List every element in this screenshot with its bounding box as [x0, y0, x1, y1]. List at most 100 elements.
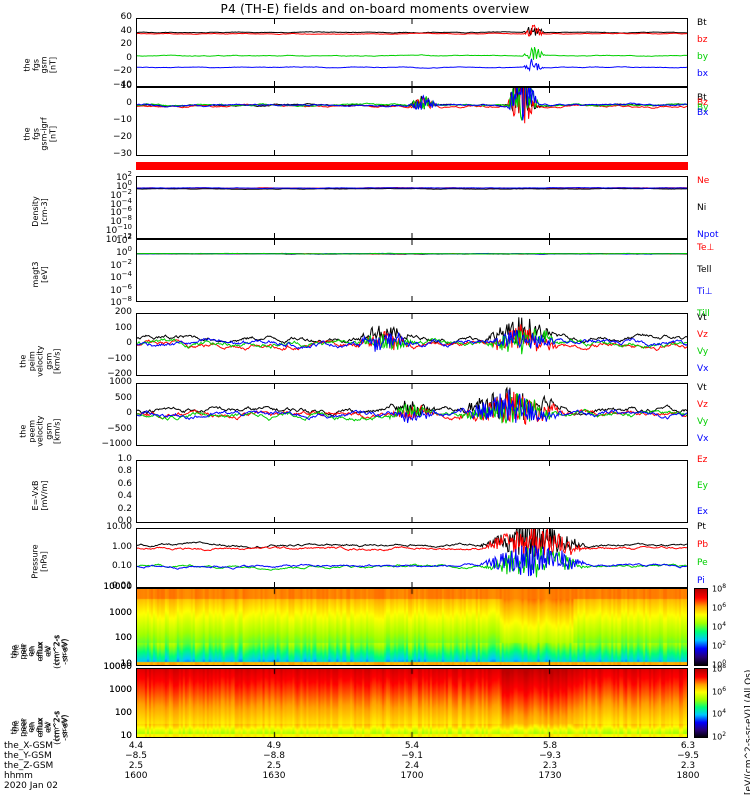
y-tick-label: 10000 — [103, 662, 132, 672]
legend-item-vz: Vz — [697, 330, 708, 340]
y-tick-label: 102 — [116, 233, 132, 246]
colorbar-tick-label: 108 — [712, 583, 727, 594]
y-tick-label: 100 — [114, 708, 132, 718]
x-axis-tick-value: −9.1 — [401, 751, 423, 761]
x-axis-tick-value: 2.3 — [680, 761, 696, 771]
y-tick-label: 100 — [116, 178, 132, 192]
x-axis-tick-value: 6.3 — [680, 741, 696, 751]
y-tick-label: −30 — [113, 149, 132, 159]
trace-pe — [137, 546, 687, 578]
y-tick-label: 0.01 — [111, 581, 132, 591]
y-tick-label: 10000 — [103, 582, 132, 592]
legend-item-te: Te⊥ — [697, 243, 715, 253]
trace-bt — [137, 26, 687, 36]
trace-npot — [137, 186, 687, 189]
legend-item-pt: Pt — [697, 522, 706, 532]
x-axis-tick-value: 4.9 — [266, 741, 282, 751]
x-axis-tick-value: 2.4 — [404, 761, 420, 771]
x-axis-tick-value: 2.3 — [542, 761, 558, 771]
y-tick-label: 10 — [120, 81, 132, 91]
y-tick-label: 60 — [120, 12, 132, 22]
legend-item-vy: Vy — [697, 347, 709, 357]
trace-bx — [137, 58, 687, 72]
colorbar-tick-label: 106 — [712, 685, 727, 697]
y-tick-label: 10−8 — [110, 214, 132, 228]
plot-panel-fgs-gsm-igrf[interactable] — [136, 87, 688, 156]
trace-ti_par — [137, 252, 687, 255]
y-tick-label: 10000 — [103, 582, 132, 592]
date-label: 2020 Jan 02 — [4, 781, 58, 791]
y-tick-label: 1000 — [109, 607, 132, 618]
colorbar-tick-label: 106 — [712, 602, 727, 613]
y-tick-label: 0 — [126, 52, 132, 63]
y-tick-label: 1000 — [109, 685, 132, 695]
y-tick-label: 0.6 — [117, 478, 132, 489]
y-tick-label: −1000 — [101, 439, 132, 449]
colorbar-gradient — [695, 589, 707, 665]
y-tick-label: 0 — [126, 98, 132, 108]
colorbar-tick-label: 104 — [712, 708, 727, 719]
x-axis-tick-value: 1630 — [262, 771, 286, 781]
y-tick-label: 10−2 — [110, 187, 132, 201]
legend-item-vx: Vx — [697, 434, 709, 444]
y-tick-label: −20 — [113, 66, 132, 77]
plot-panel-peem-velocity[interactable] — [136, 383, 688, 446]
y-tick-label: 500 — [114, 392, 132, 403]
y-tick-label: 10 — [120, 659, 132, 669]
y-tick-label: −10 — [113, 115, 132, 125]
spectrogram-peir-spec[interactable] — [136, 588, 688, 666]
spectrogram-peer-spec[interactable] — [136, 668, 688, 738]
legend-item-vy: Vy — [697, 417, 709, 427]
plot-panel-efield[interactable] — [136, 460, 688, 523]
legend-item-ez: Ez — [697, 455, 708, 465]
peir-colorbar — [694, 588, 708, 666]
trace-ni — [137, 187, 687, 191]
plot-panel-pressure[interactable] — [136, 528, 688, 588]
y-tick-label: 0.4 — [117, 491, 132, 502]
x-axis-tick-value: 5.4 — [404, 741, 420, 751]
y-tick-label: 1000 — [109, 607, 132, 618]
x-axis-tick-value: −8.8 — [263, 751, 285, 761]
x-axis-row-label: the_X-GSM — [4, 741, 54, 751]
legend-item-bz: Bz — [697, 98, 708, 108]
x-axis-tick-value: −8.5 — [125, 751, 147, 761]
colorbar-tick-label: 102 — [712, 731, 727, 742]
y-tick-label: 100 — [114, 708, 132, 718]
y-tick-label: 1.0 — [117, 454, 132, 464]
trace-bz — [137, 24, 687, 37]
legend-item-pb: Pb — [697, 540, 709, 550]
y-tick-label: 0.10 — [111, 561, 132, 572]
x-axis-tick-value: 1600 — [124, 771, 148, 781]
y-tick-label: 10000 — [103, 662, 132, 672]
colorbar-tick-label: 100 — [712, 659, 727, 670]
y-tick-label: 1000 — [109, 685, 132, 695]
plot-panel-fgs-gsm[interactable] — [136, 18, 688, 87]
y-tick-label: 100 — [116, 245, 132, 259]
y-tick-label: 20 — [120, 39, 132, 50]
x-axis-tick-value: 1730 — [538, 771, 562, 781]
x-axis-row-label: the_Z-GSM — [4, 761, 54, 771]
y-tick-label: −20 — [113, 132, 132, 142]
y-tick-label: 100 — [114, 322, 132, 333]
y-tick-label: 0.0 — [117, 516, 132, 526]
trace-bx — [137, 88, 687, 121]
legend-item-bt: Bt — [697, 93, 707, 103]
colorbar-tick-label: 102 — [712, 640, 727, 651]
legend-item-pi: Pi — [697, 576, 705, 586]
spectrogram-canvas — [137, 589, 687, 665]
plot-panel-density[interactable] — [136, 176, 688, 239]
plot-panel-peim-velocity[interactable] — [136, 313, 688, 376]
legend-item-by: by — [697, 52, 709, 62]
y-tick-label: 10 — [120, 659, 132, 669]
legend-item-ex: Ex — [697, 507, 709, 517]
legend-item-vz: Vz — [697, 400, 708, 410]
y-tick-label: 10−10 — [105, 223, 132, 237]
y-tick-label: 0 — [126, 408, 132, 418]
y-tick-label: 10−4 — [110, 270, 132, 284]
plot-panel-magt3[interactable] — [136, 239, 688, 302]
legend-item-bt: Bt — [697, 18, 707, 28]
x-axis-tick-value: −9.5 — [677, 751, 699, 761]
x-axis-tick-value: 2.5 — [128, 761, 144, 771]
legend-item-pe: Pe — [697, 558, 708, 568]
y-tick-label: 10−6 — [110, 205, 132, 219]
